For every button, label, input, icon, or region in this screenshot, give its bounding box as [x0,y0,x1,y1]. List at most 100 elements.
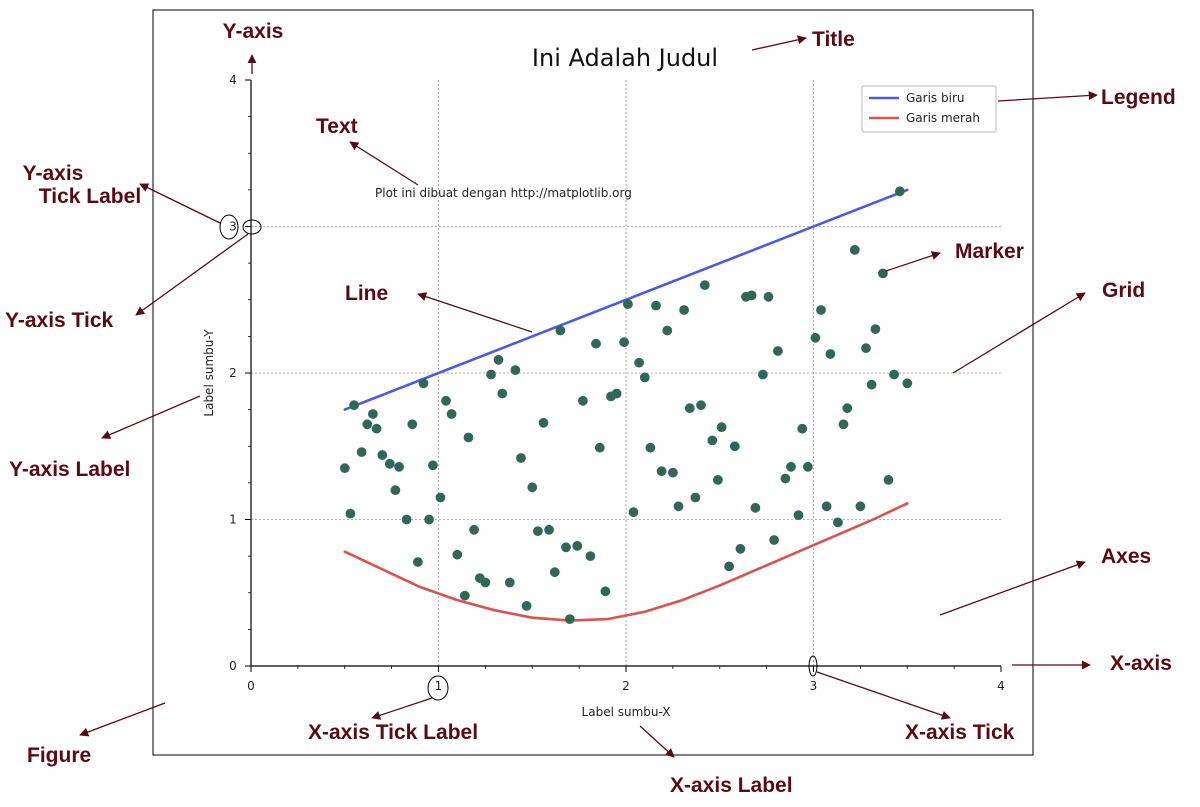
arrow-marker [885,251,941,272]
scatter-marker [855,501,866,512]
scatter-marker [527,482,538,493]
tick-labels: 0 1 2 3 4 0 1 2 3 4 [229,73,1005,693]
scatter-marker [394,461,405,472]
scatter-marker [371,423,382,434]
scatter-marker [833,517,843,528]
scatter-marker [469,524,480,535]
chart-title: Ini Adalah Judul [532,44,718,72]
scatter-marker [773,346,783,356]
scatter-marker [797,423,808,434]
annotation-x-axis: X-axis [1110,652,1172,675]
scatter-marker [591,338,601,349]
scatter-marker [516,453,526,463]
series-line-red [343,502,909,622]
scatter-marker [645,442,656,453]
scatter-marker [463,432,474,443]
scatter-marker [634,357,644,368]
arrow-line [417,292,533,333]
scatter-marker [696,400,706,411]
scatter-marker [866,379,877,390]
x-tick-label: 2 [622,679,630,693]
scatter-marker [594,442,605,453]
scatter-marker [544,524,554,535]
scatter-marker [870,324,881,335]
scatter-marker [878,268,888,279]
scatter-marker [849,244,860,255]
annotation-figure: Figure [27,744,91,767]
scatter-marker [668,467,678,478]
scatter-marker [842,403,853,414]
legend-label-red: Garis merah [906,111,980,125]
scatter-marker [549,567,560,578]
scatter-marker [578,395,588,406]
scatter-marker [628,507,639,518]
scatter-marker [803,461,813,472]
scatter-marker [345,508,356,519]
x-tick-label: 0 [247,679,255,693]
scatter-marker [763,291,774,302]
arrow-x-axis-label [639,725,675,758]
scatter-marker [639,372,650,383]
x-axis-label: Label sumbu-X [582,705,671,719]
y-tick-label: 2 [229,366,237,380]
scatter-marker [758,369,768,380]
scatter-marker [407,419,418,430]
annotation-line: Line [345,282,388,305]
y-tick-label: 4 [229,73,237,87]
scatter-marker [690,492,701,503]
plot-annotation-text: Plot ini dibuat dengan http://matplotlib… [375,186,632,200]
scatter-marker [561,542,571,553]
arrow-axes [939,560,1086,616]
x-tick-label: 1 [435,679,443,693]
y-tick-label: 3 [229,220,237,234]
scatter-marker [673,501,684,512]
scatter-marker [390,485,401,496]
scatter-marker [427,460,438,471]
y-axis-label: Label sumbu-Y [202,329,216,417]
scatter-marker [384,458,395,469]
scatter-marker [735,543,746,554]
scatter-marker [623,299,633,310]
scatter-marker [838,419,849,430]
scatter-marker [367,409,378,419]
scatter-marker [816,305,826,315]
arrow-title [751,35,807,51]
scatter-marker [684,403,695,414]
scatter-marker [651,300,661,311]
scatter-marker [786,461,796,472]
annotation-title: Title [812,28,855,51]
scatter-marker [533,526,543,537]
scatter-marker [600,586,611,597]
arrow-figure [79,702,166,737]
annotation-x-axis-label: X-axis Label [670,774,793,797]
scatter-marker [750,502,761,513]
arrow-y-tick [135,233,249,316]
annotation-legend: Legend [1101,86,1176,109]
arrow-y-axis-label [101,395,201,439]
scatter-marker [716,422,727,433]
scatter-marker [441,395,451,406]
plot-series [339,186,913,624]
scatter-marker [746,290,757,301]
scatter-marker [810,332,821,343]
y-tick-label: 1 [229,513,237,527]
annotation-y-axis-tick: Y-axis Tick [5,309,114,332]
scatter-marker [724,561,734,572]
annotation-axes: Axes [1101,545,1151,568]
arrow-legend [997,90,1098,102]
scatter-marker [619,337,629,348]
scatter-marker [889,369,899,380]
axis-ticks [245,79,1002,672]
scatter-marker [825,349,836,359]
scatter-marker [480,577,491,588]
scatter-marker [362,419,373,430]
scatter-marker [729,441,740,452]
arrow-grid [952,292,1086,374]
x-tick-label: 3 [810,679,818,693]
scatter-marker [401,514,412,525]
scatter-marker [902,378,913,389]
scatter-marker [564,614,575,624]
scatter-marker [412,557,423,567]
scatter-marker [339,463,350,474]
